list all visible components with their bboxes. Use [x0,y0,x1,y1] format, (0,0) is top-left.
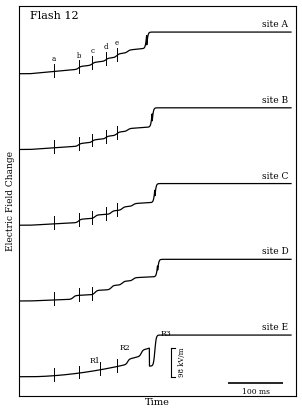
Text: a: a [52,55,56,63]
Text: d: d [104,43,108,51]
Text: R3: R3 [160,330,171,338]
Text: c: c [90,47,94,55]
Text: site B: site B [262,96,288,105]
Text: site D: site D [262,247,288,256]
Text: b: b [76,52,81,59]
Text: R1: R1 [89,357,100,365]
Text: 98 kV/m: 98 kV/m [178,347,186,377]
Text: site E: site E [262,323,288,332]
X-axis label: Time: Time [145,399,170,408]
Text: 100 ms: 100 ms [242,388,270,396]
Text: site A: site A [262,20,288,29]
Text: e: e [115,39,119,47]
Y-axis label: Electric Field Change: Electric Field Change [5,151,14,251]
Text: Flash 12: Flash 12 [30,11,78,21]
Text: site C: site C [262,171,288,180]
Text: R2: R2 [120,344,130,351]
